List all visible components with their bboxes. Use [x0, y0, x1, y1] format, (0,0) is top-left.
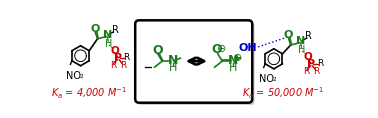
Text: R: R: [303, 67, 309, 76]
Text: $⊖$: $⊖$: [216, 43, 226, 54]
Text: N: N: [168, 54, 178, 67]
Text: O: O: [303, 52, 312, 62]
Text: H: H: [105, 39, 112, 49]
FancyBboxPatch shape: [135, 20, 252, 103]
Text: R: R: [124, 53, 130, 62]
Text: NO: NO: [259, 74, 274, 84]
Text: N: N: [296, 36, 305, 46]
Text: R: R: [120, 61, 126, 70]
Text: O: O: [152, 44, 163, 57]
Text: H: H: [298, 45, 305, 55]
Text: R: R: [110, 61, 116, 70]
Text: O: O: [90, 24, 100, 34]
Text: $\mathit{K}_{a}$ = 50,000 M$^{-1}$: $\mathit{K}_{a}$ = 50,000 M$^{-1}$: [242, 86, 325, 101]
Text: $_2$: $_2$: [272, 75, 277, 84]
Text: O: O: [110, 46, 119, 56]
Text: O: O: [284, 30, 293, 40]
Text: H: H: [169, 63, 177, 73]
FancyBboxPatch shape: [138, 23, 254, 105]
Text: R: R: [112, 25, 119, 35]
Text: P: P: [114, 53, 122, 63]
Text: P: P: [307, 59, 316, 69]
Text: OH: OH: [238, 43, 257, 53]
Text: $_2$: $_2$: [79, 72, 84, 81]
Text: $\mathit{K}_{a}$ = 4,000 M$^{-1}$: $\mathit{K}_{a}$ = 4,000 M$^{-1}$: [51, 86, 127, 101]
Text: O: O: [212, 43, 222, 56]
Text: R: R: [313, 67, 319, 76]
Text: $⊕$: $⊕$: [232, 52, 243, 63]
Text: NO: NO: [66, 71, 81, 81]
Text: H: H: [229, 63, 237, 73]
Text: R: R: [317, 59, 323, 68]
Text: N: N: [103, 30, 112, 40]
Text: R: R: [305, 32, 312, 42]
Text: N: N: [228, 54, 238, 67]
